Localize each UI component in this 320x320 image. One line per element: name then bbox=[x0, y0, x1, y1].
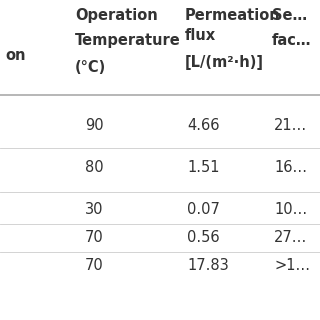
Text: 1.51: 1.51 bbox=[187, 161, 220, 175]
Text: 30: 30 bbox=[85, 203, 103, 218]
Text: 21…: 21… bbox=[274, 118, 307, 133]
Text: 27…: 27… bbox=[274, 229, 307, 244]
Text: 0.07: 0.07 bbox=[187, 203, 220, 218]
Text: (°C): (°C) bbox=[75, 60, 106, 75]
Text: 4.66: 4.66 bbox=[187, 118, 220, 133]
Text: 10…: 10… bbox=[274, 203, 307, 218]
Text: Temperature: Temperature bbox=[75, 33, 181, 48]
Text: 16…: 16… bbox=[274, 161, 307, 175]
Text: [L/(m²·h)]: [L/(m²·h)] bbox=[185, 55, 264, 70]
Text: 70: 70 bbox=[85, 229, 104, 244]
Text: 80: 80 bbox=[85, 161, 104, 175]
Text: Permeation: Permeation bbox=[185, 8, 281, 23]
Text: Operation: Operation bbox=[75, 8, 158, 23]
Text: 17.83: 17.83 bbox=[187, 258, 229, 273]
Text: on: on bbox=[5, 48, 26, 63]
Text: fac…: fac… bbox=[272, 33, 311, 48]
Text: 0.56: 0.56 bbox=[187, 229, 220, 244]
Text: 70: 70 bbox=[85, 258, 104, 273]
Text: >1…: >1… bbox=[274, 258, 310, 273]
Text: flux: flux bbox=[185, 28, 216, 43]
Text: Se…: Se… bbox=[272, 8, 307, 23]
Text: 90: 90 bbox=[85, 118, 104, 133]
